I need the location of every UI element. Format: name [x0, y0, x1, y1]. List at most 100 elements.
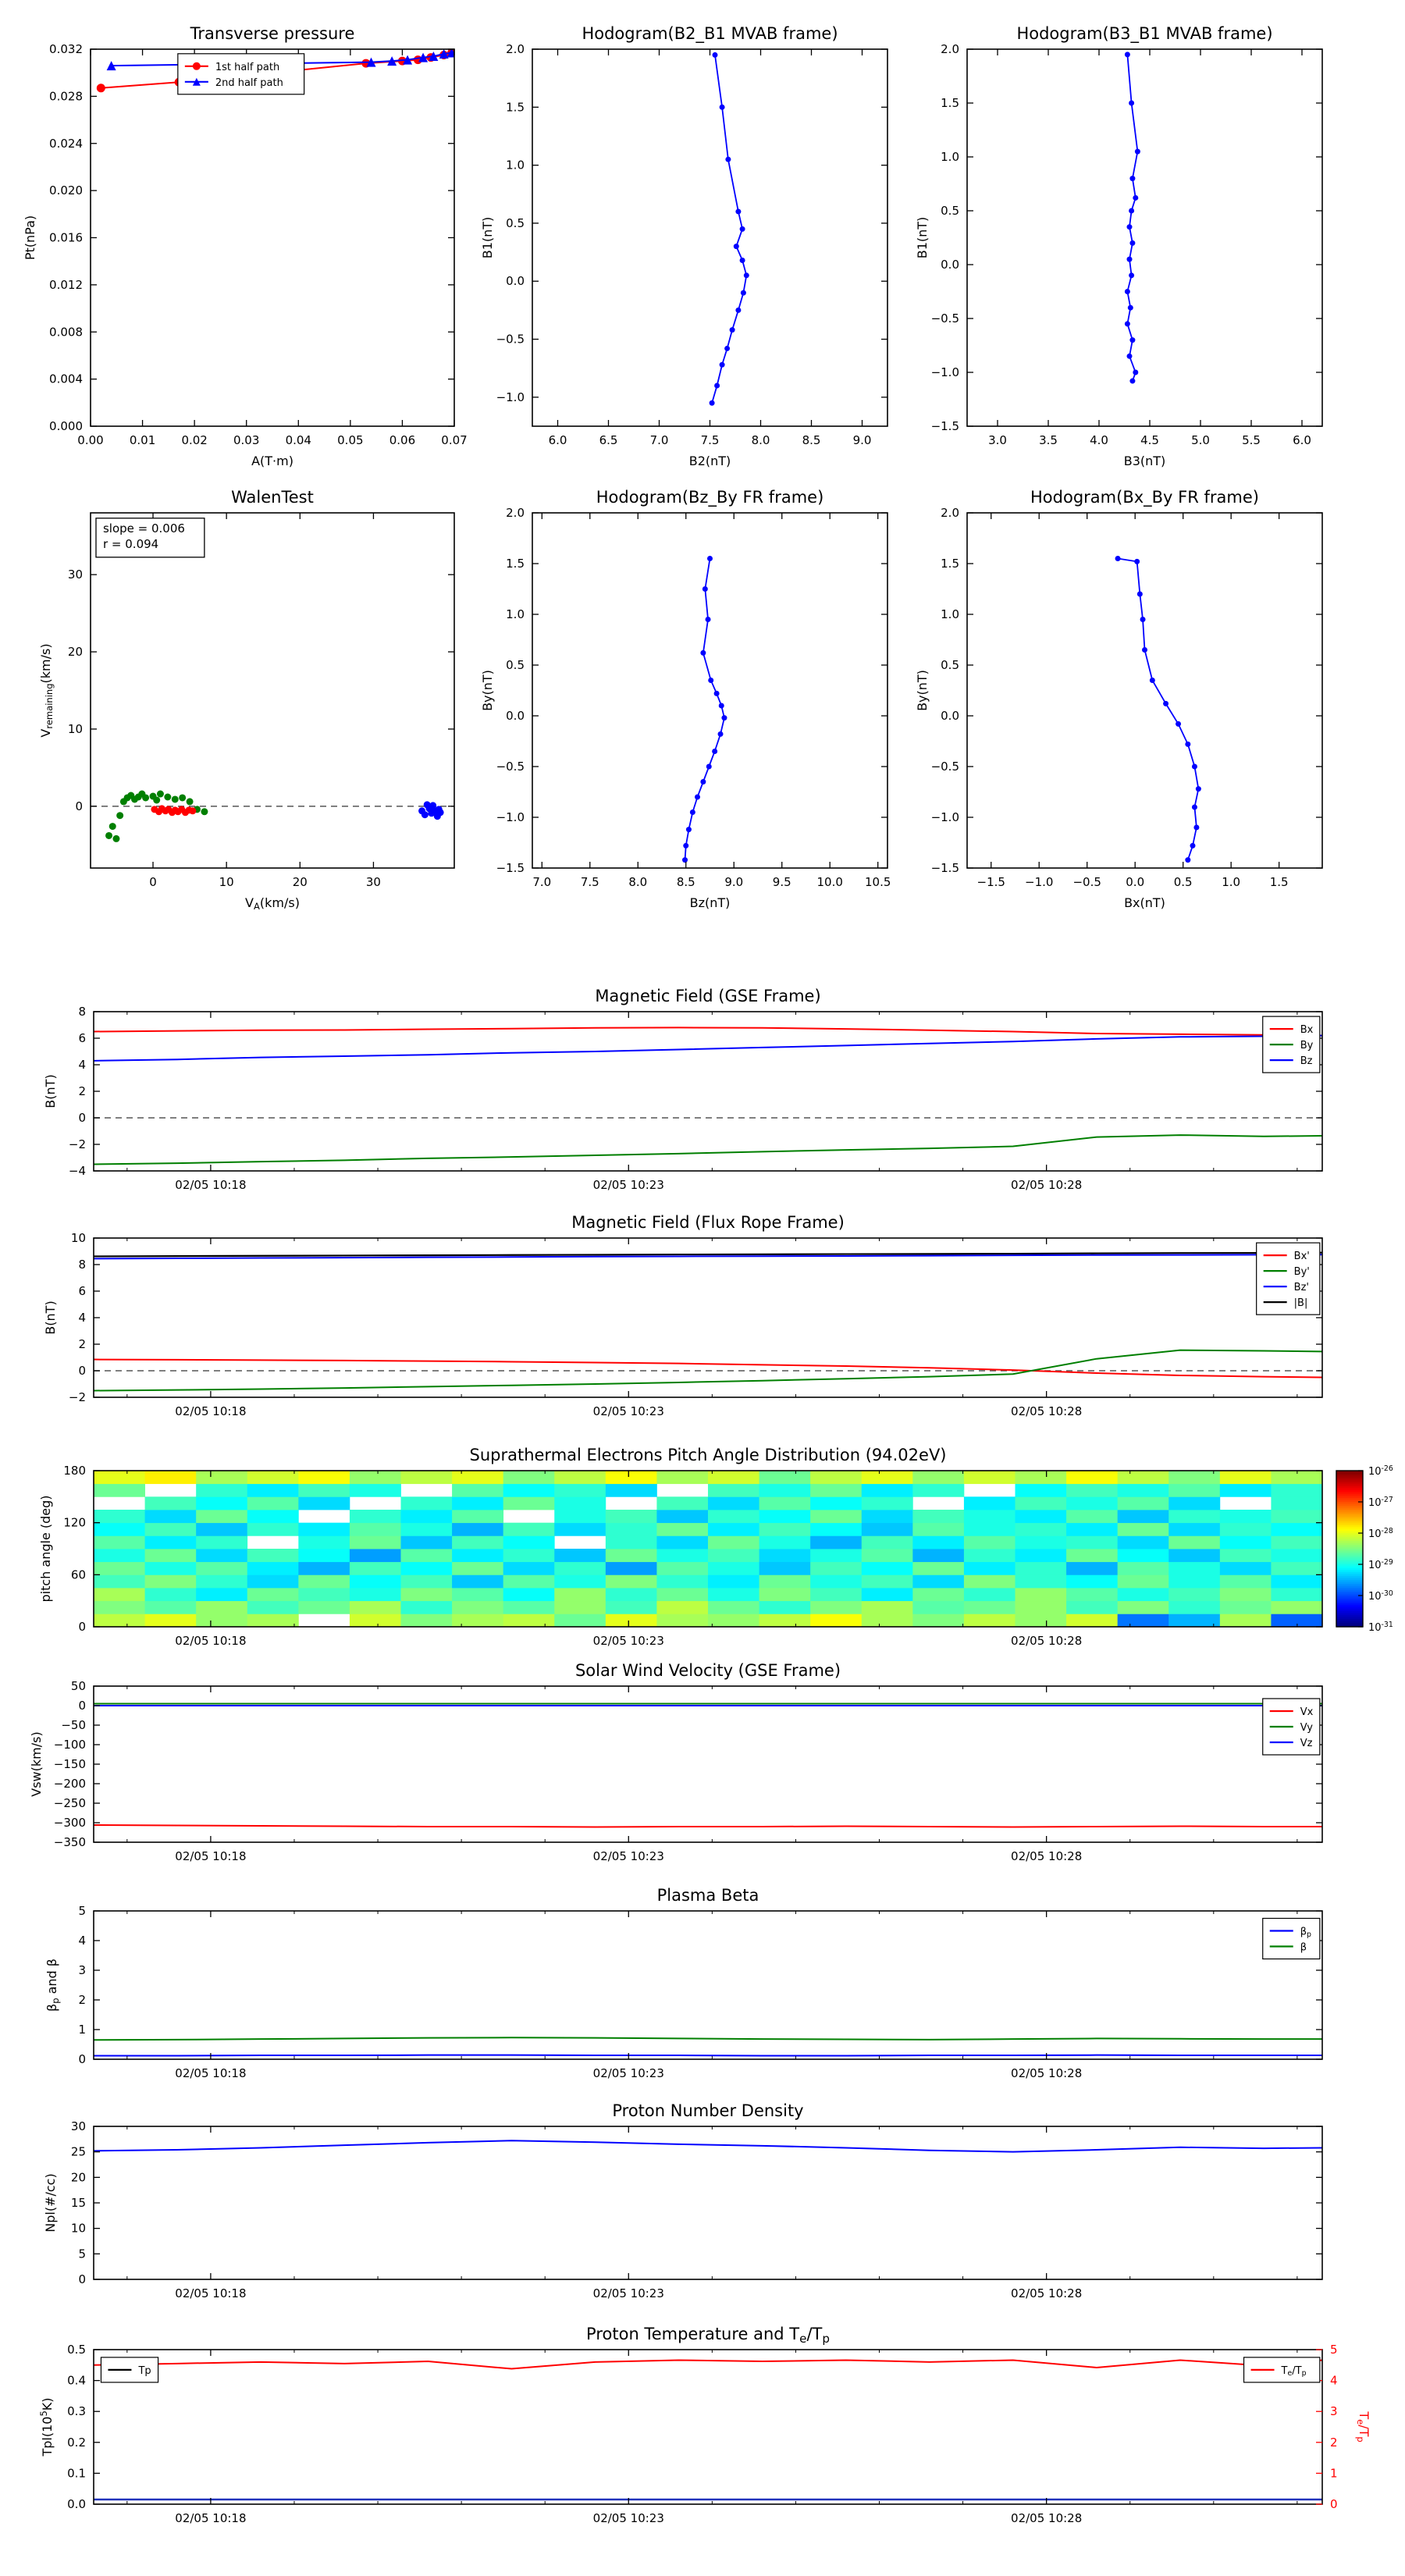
heatmap-cell — [1219, 1510, 1272, 1524]
legend-label: Bx' — [1294, 1251, 1310, 1262]
hodogram-bx-by-plot: −1.5 −1.0 −0.5 0.0 0.5 1.0 1.5 −1.5 −1.0 −0.5 0.0 0… — [915, 488, 1323, 910]
y-tick-label: 4 — [78, 1058, 86, 1072]
heatmap-cell — [554, 1588, 606, 1602]
chart-title: Proton Number Density — [612, 2101, 803, 2120]
marker — [739, 226, 745, 232]
y-tick-label: 1.5 — [941, 96, 959, 110]
marker — [366, 57, 376, 67]
y-tick-label: −1.5 — [496, 861, 525, 875]
marker — [718, 703, 724, 709]
heatmap-cell — [861, 1510, 913, 1524]
heatmap-cell — [759, 1522, 811, 1536]
axes-frame — [966, 512, 1323, 869]
marker — [1115, 556, 1121, 561]
heatmap-cell — [452, 1510, 504, 1524]
y-tick-label: 0.5 — [941, 658, 959, 672]
heatmap-cell — [1271, 1588, 1322, 1602]
heatmap-cell — [1117, 1483, 1169, 1497]
heatmap-cell — [400, 1535, 453, 1550]
chart-hodogram-bx-by: −1.5 −1.0 −0.5 0.0 0.5 1.0 1.5 −1.5 −1.0 −0.5 0.0 0… — [881, 478, 1342, 923]
x-tick-label: 02/05 10:18 — [175, 1634, 246, 1648]
heatmap-cell — [1219, 1549, 1272, 1563]
heatmap-cell — [503, 1496, 555, 1510]
y-tick-label: 1.5 — [506, 557, 525, 571]
marker — [1140, 617, 1146, 622]
heatmap-cell — [1219, 1561, 1272, 1575]
heatmap-cell — [605, 1483, 657, 1497]
marker — [1126, 224, 1133, 230]
marker — [719, 104, 725, 110]
y-tick-label: −2 — [69, 1390, 86, 1404]
heatmap-cell — [810, 1471, 863, 1485]
heatmap-cell — [1117, 1614, 1169, 1627]
y-tick-label: 10 — [71, 2222, 86, 2236]
marker — [116, 812, 124, 820]
heatmap-cell — [605, 1535, 657, 1550]
x-tick-label: 10 — [219, 875, 234, 889]
series-By' — [94, 1349, 1322, 1392]
magnetic-field-gse-plot: 02/05 10:18 02/05 10:23 02/05 10:28 −4 −2 0 2 4… — [43, 987, 1323, 1192]
x-tick-label: 0.03 — [233, 433, 259, 447]
x-axis-label: VA(km/s) — [245, 895, 300, 912]
heatmap-cell — [196, 1600, 248, 1614]
annotation-box — [95, 518, 205, 558]
legend-box — [1256, 1242, 1321, 1315]
magnetic-field-flux-rope-plot: 02/05 10:18 02/05 10:23 02/05 10:28 −2 0 2 4 6 8… — [43, 1213, 1323, 1418]
heatmap-cell — [912, 1510, 965, 1524]
legend-label: Te/Tp — [1281, 2365, 1307, 2378]
heatmap-cell — [554, 1483, 606, 1497]
heatmap-cell — [298, 1588, 350, 1602]
heatmap-cell — [861, 1549, 913, 1563]
axes-frame — [966, 48, 1323, 427]
heatmap-cell — [94, 1510, 145, 1524]
heatmap-cell — [656, 1522, 709, 1536]
x-tick-label: 02/05 10:18 — [175, 2286, 246, 2300]
heatmap-cell — [349, 1471, 401, 1485]
x-tick-label: 10.0 — [817, 875, 843, 889]
chart-title: Suprathermal Electrons Pitch Angle Distr… — [470, 1446, 947, 1464]
heatmap-cell — [196, 1522, 248, 1536]
y-tick-label: 0.2 — [67, 2435, 86, 2450]
marker — [179, 794, 187, 802]
axes-frame — [90, 512, 455, 869]
marker — [1176, 720, 1182, 727]
marker — [436, 809, 444, 817]
y-tick-label: −1.5 — [931, 861, 959, 875]
y-tick-label: 0.5 — [506, 216, 525, 230]
y-tick-label: 1.0 — [941, 150, 959, 164]
y-tick-label: 180 — [63, 1464, 86, 1478]
heatmap-cell — [400, 1561, 453, 1575]
x-tick-label: 0 — [149, 875, 157, 889]
heatmap-cell — [400, 1549, 453, 1563]
annotation-line: r = 0.094 — [103, 537, 158, 551]
marker — [387, 56, 397, 66]
heatmap-cell — [861, 1574, 913, 1589]
y-tick-label: 0.3 — [67, 2404, 86, 2418]
marker — [705, 617, 711, 622]
heatmap-cell — [247, 1471, 299, 1485]
chart-transverse-pressure: 0.00 0.01 0.02 0.03 0.04 0.05 0.06 0.07 0.000 0.0… — [5, 14, 474, 481]
series-Te/Tp — [94, 2359, 1322, 2370]
pitch-angle-distribution-plot: 02/05 10:18 02/05 10:23 02/05 10:28 0 60 120 1… — [38, 1446, 1393, 1648]
heatmap-cell — [1271, 1600, 1322, 1614]
x-tick-label: 0.06 — [389, 433, 415, 447]
heatmap-cell — [94, 1535, 145, 1550]
heatmap-cell — [708, 1471, 759, 1485]
chart-solar-wind-velocity: 02/05 10:18 02/05 10:23 02/05 10:28 −350 −30… — [8, 1651, 1342, 1897]
marker — [201, 808, 208, 816]
heatmap-cell — [400, 1496, 453, 1510]
marker — [189, 807, 197, 815]
marker — [164, 793, 172, 801]
heatmap-cell — [708, 1561, 759, 1575]
heatmap-cell — [196, 1510, 248, 1524]
heatmap-cell — [810, 1588, 863, 1602]
x-tick-label: 02/05 10:18 — [175, 1404, 246, 1418]
heatmap-cell — [452, 1600, 504, 1614]
heatmap-cell — [810, 1522, 863, 1536]
y-tick-label: 20 — [71, 2170, 86, 2184]
heatmap-cell — [963, 1600, 1016, 1614]
heatmap-cell — [861, 1471, 913, 1485]
heatmap-cell — [144, 1496, 197, 1510]
chart-title: Hodogram(Bx_By FR frame) — [1030, 488, 1259, 507]
x-tick-label: 1.5 — [1270, 875, 1289, 889]
